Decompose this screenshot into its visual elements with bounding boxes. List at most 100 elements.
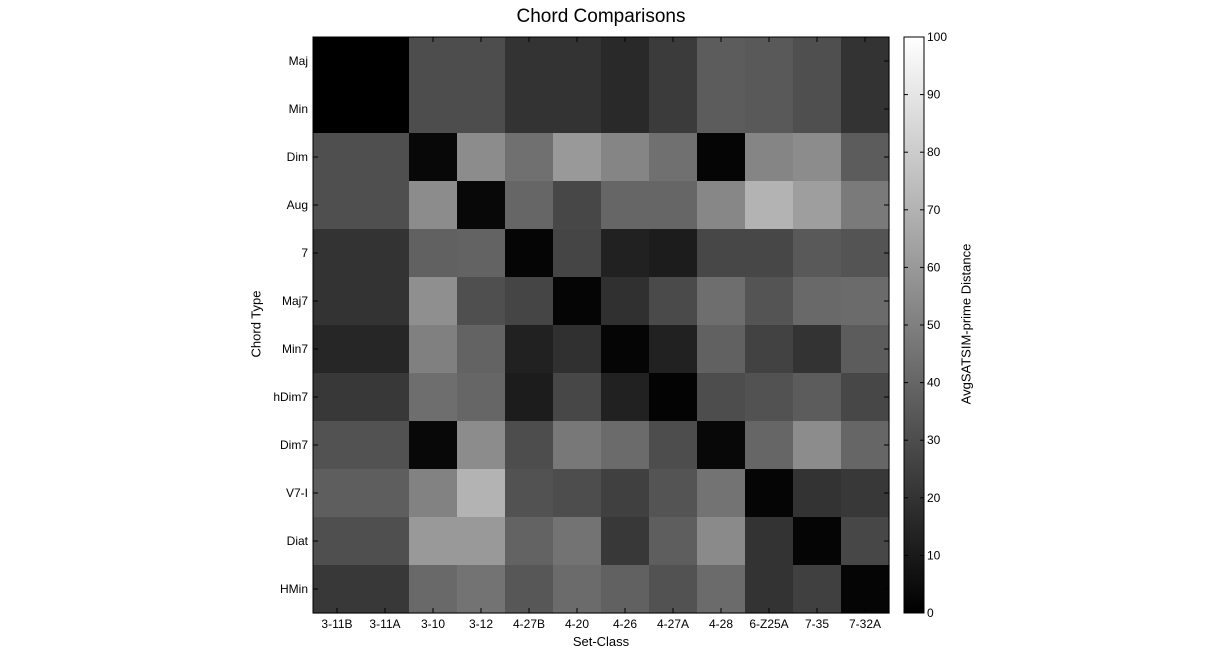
- heatmap-cell: [313, 229, 362, 278]
- heatmap-cell: [505, 421, 554, 470]
- heatmap-cell: [745, 517, 794, 566]
- heatmap-cell: [361, 85, 410, 134]
- heatmap-cell: [649, 517, 698, 566]
- heatmap-cell: [409, 181, 458, 230]
- heatmap-cell: [601, 517, 650, 566]
- heatmap-cell: [601, 85, 650, 134]
- heatmap-cell: [313, 469, 362, 518]
- heatmap-cell: [793, 85, 842, 134]
- heatmap-cell: [313, 85, 362, 134]
- heatmap-cell: [553, 85, 602, 134]
- heatmap-cell: [601, 37, 650, 86]
- x-tick-label: 3-10: [421, 617, 445, 631]
- heatmap-cell: [649, 229, 698, 278]
- x-tick-label: 3-11B: [321, 617, 352, 631]
- heatmap-cell: [457, 133, 506, 182]
- heatmap-cell: [841, 37, 890, 86]
- x-tick-label: 6-Z25A: [749, 617, 788, 631]
- heatmap-cell: [793, 229, 842, 278]
- heatmap-cell: [505, 325, 554, 374]
- x-axis-label: Set-Class: [572, 634, 630, 649]
- heatmap-cell: [841, 469, 890, 518]
- heatmap-cell: [601, 325, 650, 374]
- heatmap-cell: [313, 325, 362, 374]
- heatmap-cell: [697, 133, 746, 182]
- heatmap-cell: [553, 277, 602, 326]
- colorbar-tick-label: 20: [927, 491, 941, 505]
- heatmap-cell: [745, 133, 794, 182]
- heatmap-cell: [745, 565, 794, 614]
- colorbar-tick-label: 80: [927, 145, 941, 159]
- heatmap-cell: [745, 85, 794, 134]
- heatmap-cell: [313, 277, 362, 326]
- heatmap-cell: [793, 325, 842, 374]
- y-tick-label: Diat: [287, 534, 309, 548]
- heatmap-cell: [361, 421, 410, 470]
- heatmap-cell: [505, 517, 554, 566]
- heatmap-cell: [697, 325, 746, 374]
- heatmap-cell: [409, 229, 458, 278]
- heatmap-cell: [697, 421, 746, 470]
- chart-title: Chord Comparisons: [516, 6, 686, 27]
- heatmap-cell: [793, 373, 842, 422]
- heatmap-cell: [409, 277, 458, 326]
- heatmap-cell: [841, 373, 890, 422]
- heatmap-cell: [553, 325, 602, 374]
- heatmap-cell: [457, 85, 506, 134]
- x-tick-label: 3-11A: [369, 617, 400, 631]
- heatmap-cell: [553, 229, 602, 278]
- heatmap-cell: [697, 565, 746, 614]
- x-tick-label: 4-27A: [657, 617, 689, 631]
- y-tick-label: HMin: [280, 582, 308, 596]
- heatmap-cell: [649, 85, 698, 134]
- heatmap-cell: [361, 37, 410, 86]
- heatmap-cell: [697, 469, 746, 518]
- heatmap-cell: [745, 229, 794, 278]
- heatmap-cell: [601, 373, 650, 422]
- heatmap-cell: [409, 421, 458, 470]
- heatmap-cell: [505, 229, 554, 278]
- heatmap-cell: [793, 181, 842, 230]
- y-tick-label: hDim7: [273, 390, 308, 404]
- heatmap-cell: [697, 85, 746, 134]
- colorbar-tick-label: 40: [927, 376, 941, 390]
- heatmap-cell: [313, 517, 362, 566]
- heatmap-cell: [505, 565, 554, 614]
- heatmap-cell: [649, 133, 698, 182]
- heatmap-cell: [697, 373, 746, 422]
- heatmap-cell: [553, 517, 602, 566]
- heatmap-cell: [361, 565, 410, 614]
- x-tick-label: 7-32A: [849, 617, 881, 631]
- y-tick-label: Min: [289, 102, 308, 116]
- heatmap-cell: [841, 85, 890, 134]
- heatmap-cell: [457, 325, 506, 374]
- y-tick-label: Dim: [287, 150, 308, 164]
- heatmap-cell: [745, 277, 794, 326]
- heatmap-cell: [553, 373, 602, 422]
- heatmap-cell: [841, 181, 890, 230]
- heatmap-cell: [841, 421, 890, 470]
- heatmap-cell: [697, 181, 746, 230]
- x-tick-label: 7-35: [805, 617, 829, 631]
- heatmap-cell: [745, 373, 794, 422]
- heatmap-cell: [409, 37, 458, 86]
- heatmap-cell: [361, 229, 410, 278]
- heatmap-cell: [745, 421, 794, 470]
- heatmap-cell: [745, 37, 794, 86]
- x-tick-label: 4-27B: [513, 617, 545, 631]
- heatmap-cell: [793, 37, 842, 86]
- heatmap-cell: [505, 133, 554, 182]
- heatmap-cell: [841, 325, 890, 374]
- heatmap-cell: [841, 229, 890, 278]
- heatmap-cell: [505, 469, 554, 518]
- heatmap-cell: [505, 373, 554, 422]
- heatmap-cell: [361, 373, 410, 422]
- heatmap-cell: [505, 181, 554, 230]
- heatmap-cell: [553, 133, 602, 182]
- heatmap-cell: [361, 277, 410, 326]
- heatmap-cell: [313, 37, 362, 86]
- heatmap-cell: [361, 181, 410, 230]
- colorbar-tick-label: 90: [927, 88, 941, 102]
- heatmap-cell: [649, 277, 698, 326]
